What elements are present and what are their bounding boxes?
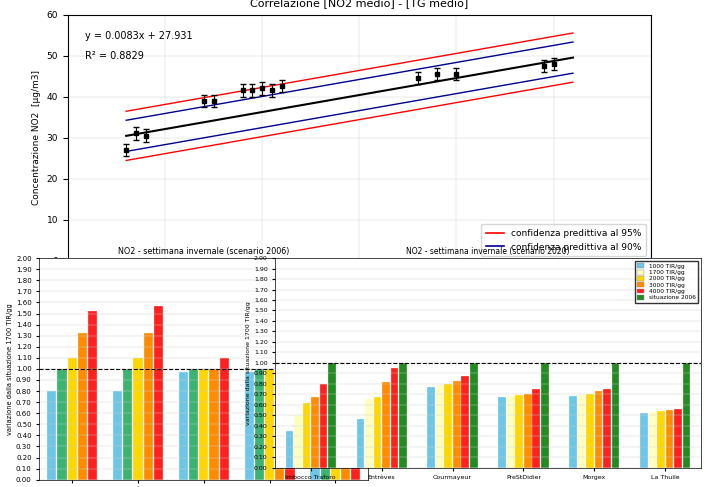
Bar	[595, 391, 603, 468]
Bar	[245, 372, 254, 480]
Bar	[586, 394, 594, 468]
Bar	[134, 358, 142, 480]
Bar	[640, 413, 648, 468]
Bar	[265, 369, 274, 480]
Title: Correlazione [NO2 medio] - [TG medio]: Correlazione [NO2 medio] - [TG medio]	[250, 0, 468, 8]
X-axis label: TIR: TIR	[352, 285, 367, 295]
Legend: confidenza predittiva al 95%, confidenza predittiva al 90%: confidenza predittiva al 95%, confidenza…	[481, 225, 646, 256]
Bar	[578, 395, 586, 468]
Bar	[612, 363, 619, 468]
Bar	[382, 382, 390, 468]
Y-axis label: Concentrazione NO2  [μg/m3]: Concentrazione NO2 [μg/m3]	[32, 70, 41, 205]
Bar	[144, 334, 153, 480]
Bar	[341, 369, 350, 480]
Bar	[302, 403, 310, 468]
Bar	[399, 363, 407, 468]
Bar	[373, 397, 381, 468]
Bar	[285, 358, 295, 480]
Legend: 1000 TIR/gg, 1700 TIR/gg, 2000 TIR/gg, 3000 TIR/gg, 4000 TIR/gg, situazione 2006: 1000 TIR/gg, 1700 TIR/gg, 2000 TIR/gg, 3…	[635, 261, 698, 302]
Bar	[209, 369, 219, 480]
Bar	[328, 363, 336, 468]
Bar	[461, 376, 469, 468]
Bar	[285, 431, 293, 468]
Y-axis label: variazione dalla situazione 1700 TIR/gg: variazione dalla situazione 1700 TIR/gg	[7, 303, 13, 435]
Bar	[365, 399, 373, 468]
Bar	[47, 391, 56, 480]
Bar	[255, 369, 264, 480]
Bar	[320, 369, 330, 480]
Bar	[154, 306, 163, 480]
Bar	[78, 334, 87, 480]
Bar	[331, 369, 340, 480]
Bar	[516, 395, 523, 468]
Bar	[603, 389, 611, 468]
Bar	[357, 419, 364, 468]
Bar	[275, 369, 285, 480]
Bar	[189, 369, 198, 480]
Bar	[320, 384, 327, 468]
Bar	[294, 415, 302, 468]
Bar	[674, 409, 682, 468]
Bar	[498, 397, 506, 468]
Title: NO2 - settimana invernale (scenario 2006): NO2 - settimana invernale (scenario 2006…	[118, 247, 290, 256]
Bar	[179, 372, 188, 480]
Bar	[666, 410, 674, 468]
Bar	[68, 358, 77, 480]
Bar	[390, 368, 398, 468]
Bar	[569, 396, 577, 468]
Bar	[310, 369, 320, 480]
Bar	[351, 369, 360, 480]
Bar	[649, 412, 656, 468]
Bar	[311, 397, 319, 468]
Bar	[123, 369, 132, 480]
Bar	[533, 389, 540, 468]
Text: y = 0.0083x + 27.931: y = 0.0083x + 27.931	[85, 31, 193, 41]
Text: R² = 0.8829: R² = 0.8829	[85, 51, 144, 61]
Bar	[57, 369, 66, 480]
Bar	[88, 311, 97, 480]
Bar	[683, 363, 691, 468]
Bar	[453, 381, 460, 468]
Bar	[445, 384, 452, 468]
Bar	[470, 363, 478, 468]
Bar	[428, 387, 435, 468]
Bar	[507, 396, 515, 468]
Bar	[199, 369, 208, 480]
Bar	[436, 385, 443, 468]
Bar	[541, 363, 548, 468]
Bar	[220, 358, 229, 480]
Y-axis label: variazione dalla situazione 1700 TIR/gg: variazione dalla situazione 1700 TIR/gg	[246, 301, 251, 425]
Bar	[524, 394, 531, 468]
Title: NO2 - settimana invernale (scenario 2020): NO2 - settimana invernale (scenario 2020…	[406, 247, 570, 256]
Bar	[113, 391, 122, 480]
Bar	[657, 411, 665, 468]
